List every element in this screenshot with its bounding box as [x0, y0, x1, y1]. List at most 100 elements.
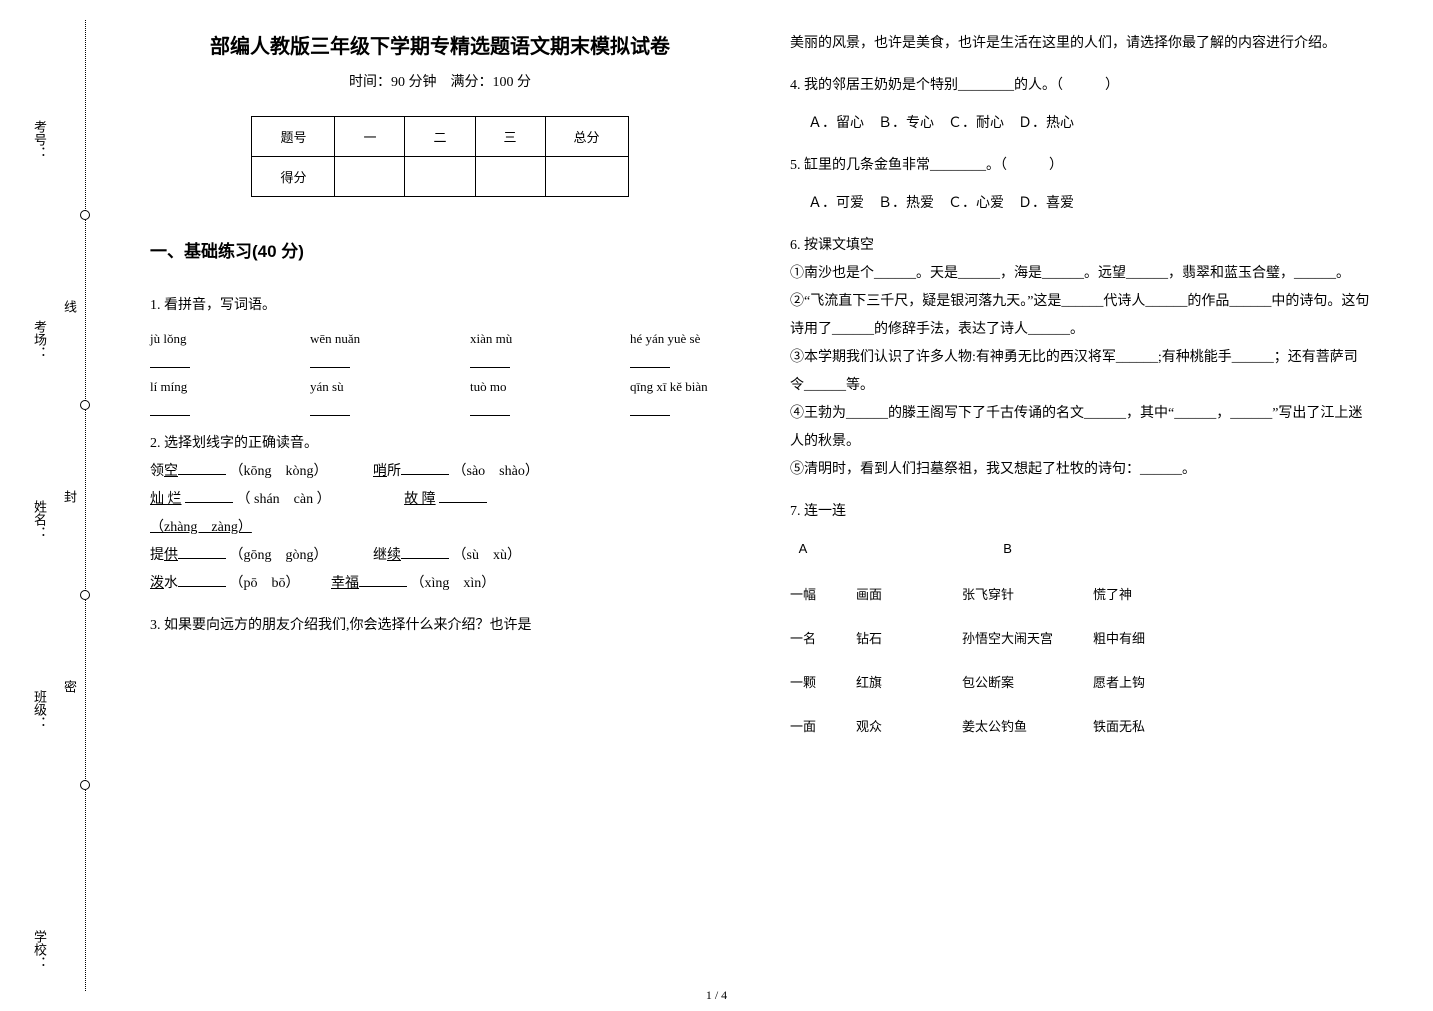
exam-subtitle: 时间：90 分钟 满分：100 分	[150, 71, 730, 91]
score-cell	[405, 157, 475, 197]
answer-blank[interactable]	[630, 352, 670, 368]
answer-blank[interactable]	[178, 545, 226, 559]
binding-label: 考场：	[30, 320, 49, 359]
pinyin-cell: jù lǒng	[150, 326, 250, 368]
q-number: 5.	[790, 158, 801, 173]
binding-circle	[80, 780, 90, 790]
pinyin-text: qīng xī kě biàn	[630, 374, 730, 400]
match-col: A 一幅 一名 一颗 一面	[790, 536, 816, 740]
left-column: 部编人教版三年级下学期专精选题语文期末模拟试卷 时间：90 分钟 满分：100 …	[120, 0, 760, 1011]
match-item: 铁面无私	[1093, 714, 1145, 740]
match-item: 画面	[856, 582, 882, 608]
question-4: 4. 我的邻居王奶奶是个特别________的人。（ ） Ａ．留心 Ｂ．专心 Ｃ…	[790, 72, 1370, 138]
score-cell	[335, 157, 405, 197]
binding-label: 班级：	[30, 690, 49, 729]
q-number: 4.	[790, 78, 801, 93]
binding-circle	[80, 590, 90, 600]
match-item: 愿者上钩	[1093, 670, 1145, 696]
pinyin-text: xiàn mù	[470, 326, 570, 352]
opts: （kōng kòng）	[230, 464, 328, 479]
pinyin-row: lí míng yán sù tuò mo qīng xī kě biàn	[150, 374, 730, 416]
match-item: 一幅	[790, 582, 816, 608]
opts: （ shán càn ）	[237, 492, 331, 507]
match-head	[1093, 536, 1145, 562]
answer-blank[interactable]	[178, 573, 226, 587]
fill-line: ④王勃为______的滕王阁写下了千古传诵的名文______，其中“______…	[790, 406, 1362, 449]
fill-line: ①南沙也是个______。天是______，海是______。远望______，…	[790, 266, 1350, 281]
answer-blank[interactable]	[630, 400, 670, 416]
pinyin-cell: tuò mo	[470, 374, 570, 416]
q-number: 7.	[790, 504, 801, 519]
answer-blank[interactable]	[178, 461, 226, 475]
answer-blank[interactable]	[470, 352, 510, 368]
pinyin-cell: hé yán yuè sè	[630, 326, 730, 368]
binding-margin: 考号： 考场： 姓名： 班级： 学校： 线 封 密	[0, 0, 110, 1011]
match-item: 慌了神	[1093, 582, 1145, 608]
answer-blank[interactable]	[310, 400, 350, 416]
score-cell: 一	[335, 117, 405, 157]
pinyin-text: jù lǒng	[150, 326, 250, 352]
q-number: 6.	[790, 238, 801, 253]
score-cell: 题号	[252, 117, 335, 157]
match-head: B	[962, 536, 1053, 562]
answer-blank[interactable]	[439, 489, 487, 503]
fill-line: ③本学期我们认识了许多人物:有神勇无比的西汉将军______;有种桃能手____…	[790, 350, 1358, 393]
match-item: 一名	[790, 626, 816, 652]
answer-blank[interactable]	[150, 352, 190, 368]
q-number: 1.	[150, 298, 161, 313]
answer-blank[interactable]	[359, 573, 407, 587]
answer-blank[interactable]	[401, 461, 449, 475]
answer-blank[interactable]	[401, 545, 449, 559]
binding-dotted-line	[85, 20, 86, 991]
binding-label: 考号：	[30, 120, 49, 159]
match-item: 一颗	[790, 670, 816, 696]
q-text: 选择划线字的正确读音。	[164, 436, 318, 451]
match-item: 张飞穿针	[962, 582, 1053, 608]
score-table: 题号 一 二 三 总分 得分	[251, 116, 628, 197]
options: Ａ．可爱 Ｂ．热爱 Ｃ．心爱 Ｄ．喜爱	[808, 190, 1370, 218]
opts: （xìng xìn）	[411, 576, 496, 591]
binding-circle	[80, 210, 90, 220]
fill-line: ⑤清明时，看到人们扫墓祭祖，我又想起了杜牧的诗句：______。	[790, 462, 1196, 477]
opts: （zhàng zàng）	[150, 520, 252, 535]
answer-blank[interactable]	[310, 352, 350, 368]
binding-label: 学校：	[30, 930, 49, 969]
opts: （sù xù）	[453, 548, 521, 563]
pinyin-cell: yán sù	[310, 374, 410, 416]
pinyin-text: wēn nuǎn	[310, 326, 410, 352]
match-item: 粗中有细	[1093, 626, 1145, 652]
score-row-points: 得分	[252, 157, 628, 197]
score-cell	[475, 157, 545, 197]
page-number: 1 / 4	[706, 988, 727, 1003]
pinyin-text: yán sù	[310, 374, 410, 400]
pinyin-cell: qīng xī kě biàn	[630, 374, 730, 416]
question-7: 7. 连一连 A 一幅 一名 一颗 一面 画面 钻石 红旗 观众	[790, 498, 1370, 740]
q-text: 连一连	[804, 504, 846, 519]
score-cell: 二	[405, 117, 475, 157]
match-col: 慌了神 粗中有细 愿者上钩 铁面无私	[1093, 536, 1145, 740]
q-text: 缸里的几条金鱼非常________。（ ）	[804, 158, 1063, 173]
question-2: 2. 选择划线字的正确读音。 领空 （kōng kòng） 哨所 （sào sh…	[150, 430, 730, 598]
score-row-header: 题号 一 二 三 总分	[252, 117, 628, 157]
answer-blank[interactable]	[470, 400, 510, 416]
match-item: 观众	[856, 714, 882, 740]
question-1: 1. 看拼音，写词语。 jù lǒng wēn nuǎn xiàn mù hé …	[150, 292, 730, 416]
question-5: 5. 缸里的几条金鱼非常________。（ ） Ａ．可爱 Ｂ．热爱 Ｃ．心爱 …	[790, 152, 1370, 218]
question-3a: 3. 如果要向远方的朋友介绍我们,你会选择什么来介绍？也许是	[150, 612, 730, 640]
question-6: 6. 按课文填空 ①南沙也是个______。天是______，海是______。…	[790, 232, 1370, 484]
pinyin-cell: lí míng	[150, 374, 250, 416]
answer-blank[interactable]	[185, 489, 233, 503]
binding-circle	[80, 400, 90, 410]
match-col: B 张飞穿针 孙悟空大闹天宫 包公断案 姜太公钓鱼	[962, 536, 1053, 740]
answer-blank[interactable]	[150, 400, 190, 416]
binding-seg-label: 线	[60, 300, 79, 313]
exam-title: 部编人教版三年级下学期专精选题语文期末模拟试卷	[150, 30, 730, 59]
match-head	[856, 536, 882, 562]
right-column: 美丽的风景，也许是美食，也许是生活在这里的人们，请选择你最了解的内容进行介绍。 …	[760, 0, 1400, 1011]
q-number: 3.	[150, 618, 161, 633]
match-item: 包公断案	[962, 670, 1053, 696]
options: Ａ．留心 Ｂ．专心 Ｃ．耐心 Ｄ．热心	[808, 110, 1370, 138]
pinyin-row: jù lǒng wēn nuǎn xiàn mù hé yán yuè sè	[150, 326, 730, 368]
pinyin-text: tuò mo	[470, 374, 570, 400]
binding-seg-label: 封	[60, 490, 79, 503]
